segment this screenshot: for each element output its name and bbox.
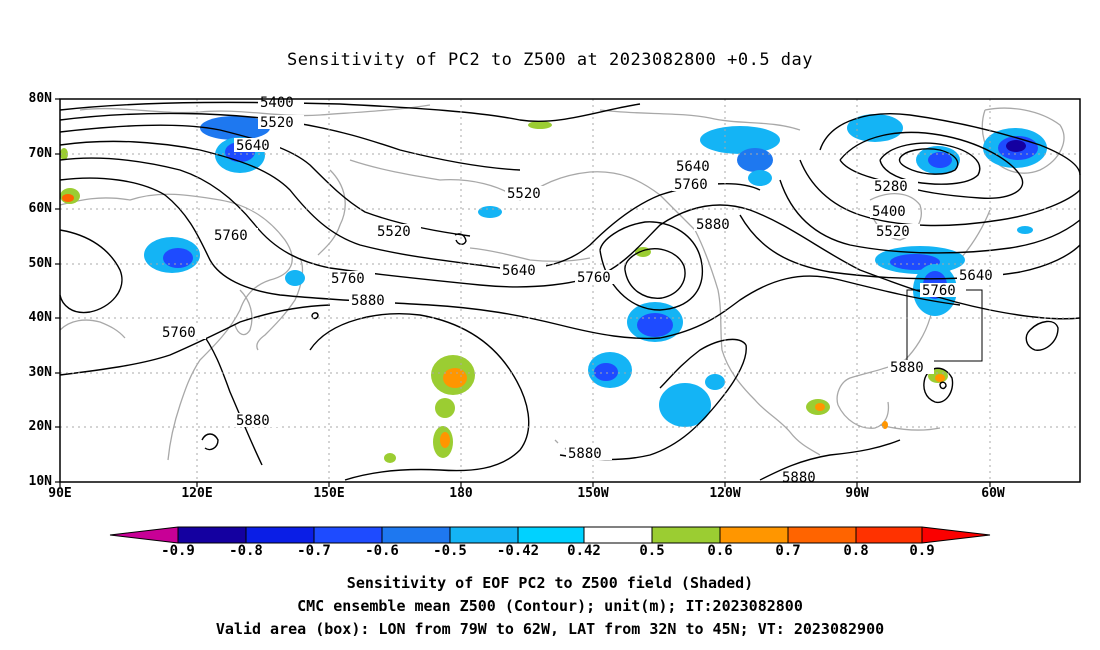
colorbar-label: -0.5 xyxy=(433,543,467,559)
lat-label-10n: 10N xyxy=(28,474,52,489)
contour-label-5760: 5760 xyxy=(577,270,611,286)
contour-label-5760: 5760 xyxy=(214,228,248,244)
colorbar-label: 0.7 xyxy=(775,543,801,559)
contour-label-5880: 5880 xyxy=(351,293,385,309)
colorbar-label: 0.42 xyxy=(567,543,601,559)
colorbar-bin xyxy=(518,527,584,543)
colorbar-left-triangle xyxy=(110,527,178,543)
contour-label-5640: 5640 xyxy=(959,268,993,284)
colorbar-bin xyxy=(584,527,652,543)
contour-label-5760: 5760 xyxy=(162,325,196,341)
colorbar-label: 0.8 xyxy=(843,543,869,559)
caption-shaded: Sensitivity of EOF PC2 to Z500 field (Sh… xyxy=(346,574,754,592)
lat-label-30n: 30N xyxy=(28,365,52,380)
contour-label-5760: 5760 xyxy=(674,177,708,193)
lon-label-150w: 150W xyxy=(577,486,609,501)
contour-label-5280: 5280 xyxy=(874,179,908,195)
contour-label-5400: 5400 xyxy=(872,204,906,220)
colorbar-bin xyxy=(382,527,450,543)
contour-label-5760: 5760 xyxy=(922,283,956,299)
lat-label-40n: 40N xyxy=(28,310,52,325)
lon-label-180: 180 xyxy=(449,486,473,501)
lat-label-20n: 20N xyxy=(28,419,52,434)
contour-label-5520: 5520 xyxy=(377,224,411,240)
contour-label-5520: 5520 xyxy=(260,115,294,131)
colorbar-bin xyxy=(178,527,246,543)
lat-label-50n: 50N xyxy=(28,256,52,271)
colorbar-bin xyxy=(314,527,382,543)
colorbar-label: -0.8 xyxy=(229,543,263,559)
contour-label-5880: 5880 xyxy=(696,217,730,233)
lat-label-70n: 70N xyxy=(28,146,52,161)
colorbar-label: 0.6 xyxy=(707,543,733,559)
contour-label-5880: 5880 xyxy=(782,470,816,486)
lon-label-90e: 90E xyxy=(48,486,72,501)
colorbar-label: -0.42 xyxy=(496,543,540,559)
colorbar-bin xyxy=(652,527,720,543)
caption-contour: CMC ensemble mean Z500 (Contour); unit(m… xyxy=(297,597,803,615)
contour-label-5520: 5520 xyxy=(876,224,910,240)
graticule xyxy=(60,99,1080,482)
map-frame xyxy=(59,98,1081,483)
contour-label-5640: 5640 xyxy=(676,159,710,175)
contour-label-5760: 5760 xyxy=(331,271,365,287)
lat-label-60n: 60N xyxy=(28,201,52,216)
lon-label-60w: 60W xyxy=(981,486,1005,501)
contour-label-5640: 5640 xyxy=(502,263,536,279)
colorbar-bin xyxy=(720,527,788,543)
lon-label-150e: 150E xyxy=(313,486,345,501)
contour-labels: 5400 5520 5640 5760 5760 5760 5880 5880 … xyxy=(160,95,1003,486)
colorbar xyxy=(109,526,991,544)
lat-label-80n: 80N xyxy=(28,91,52,106)
colorbar-bin xyxy=(788,527,856,543)
colorbar-bin xyxy=(450,527,518,543)
axis-ticks xyxy=(55,98,991,487)
colorbar-label: -0.9 xyxy=(161,543,195,559)
contour-label-5640: 5640 xyxy=(236,138,270,154)
contour-label-5880: 5880 xyxy=(890,360,924,376)
contour-label-5400: 5400 xyxy=(260,95,294,111)
z500-contours xyxy=(59,101,1081,481)
contour-label-5880: 5880 xyxy=(568,446,602,462)
colorbar-bin xyxy=(856,527,922,543)
map-title: Sensitivity of PC2 to Z500 at 2023082800… xyxy=(286,50,813,70)
caption-valid-area: Valid area (box): LON from 79W to 62W, L… xyxy=(215,620,885,638)
contour-label-5520: 5520 xyxy=(507,186,541,202)
contour-label-5880: 5880 xyxy=(236,413,270,429)
lon-label-90w: 90W xyxy=(845,486,869,501)
colorbar-bin xyxy=(246,527,314,543)
colorbar-label: -0.7 xyxy=(297,543,331,559)
coastlines xyxy=(59,104,1065,461)
colorbar-label: 0.9 xyxy=(909,543,935,559)
lon-label-120w: 120W xyxy=(709,486,741,501)
colorbar-label: 0.5 xyxy=(639,543,665,559)
colorbar-label: -0.6 xyxy=(365,543,399,559)
colorbar-right-triangle xyxy=(922,527,990,543)
lon-label-120e: 120E xyxy=(181,486,213,501)
